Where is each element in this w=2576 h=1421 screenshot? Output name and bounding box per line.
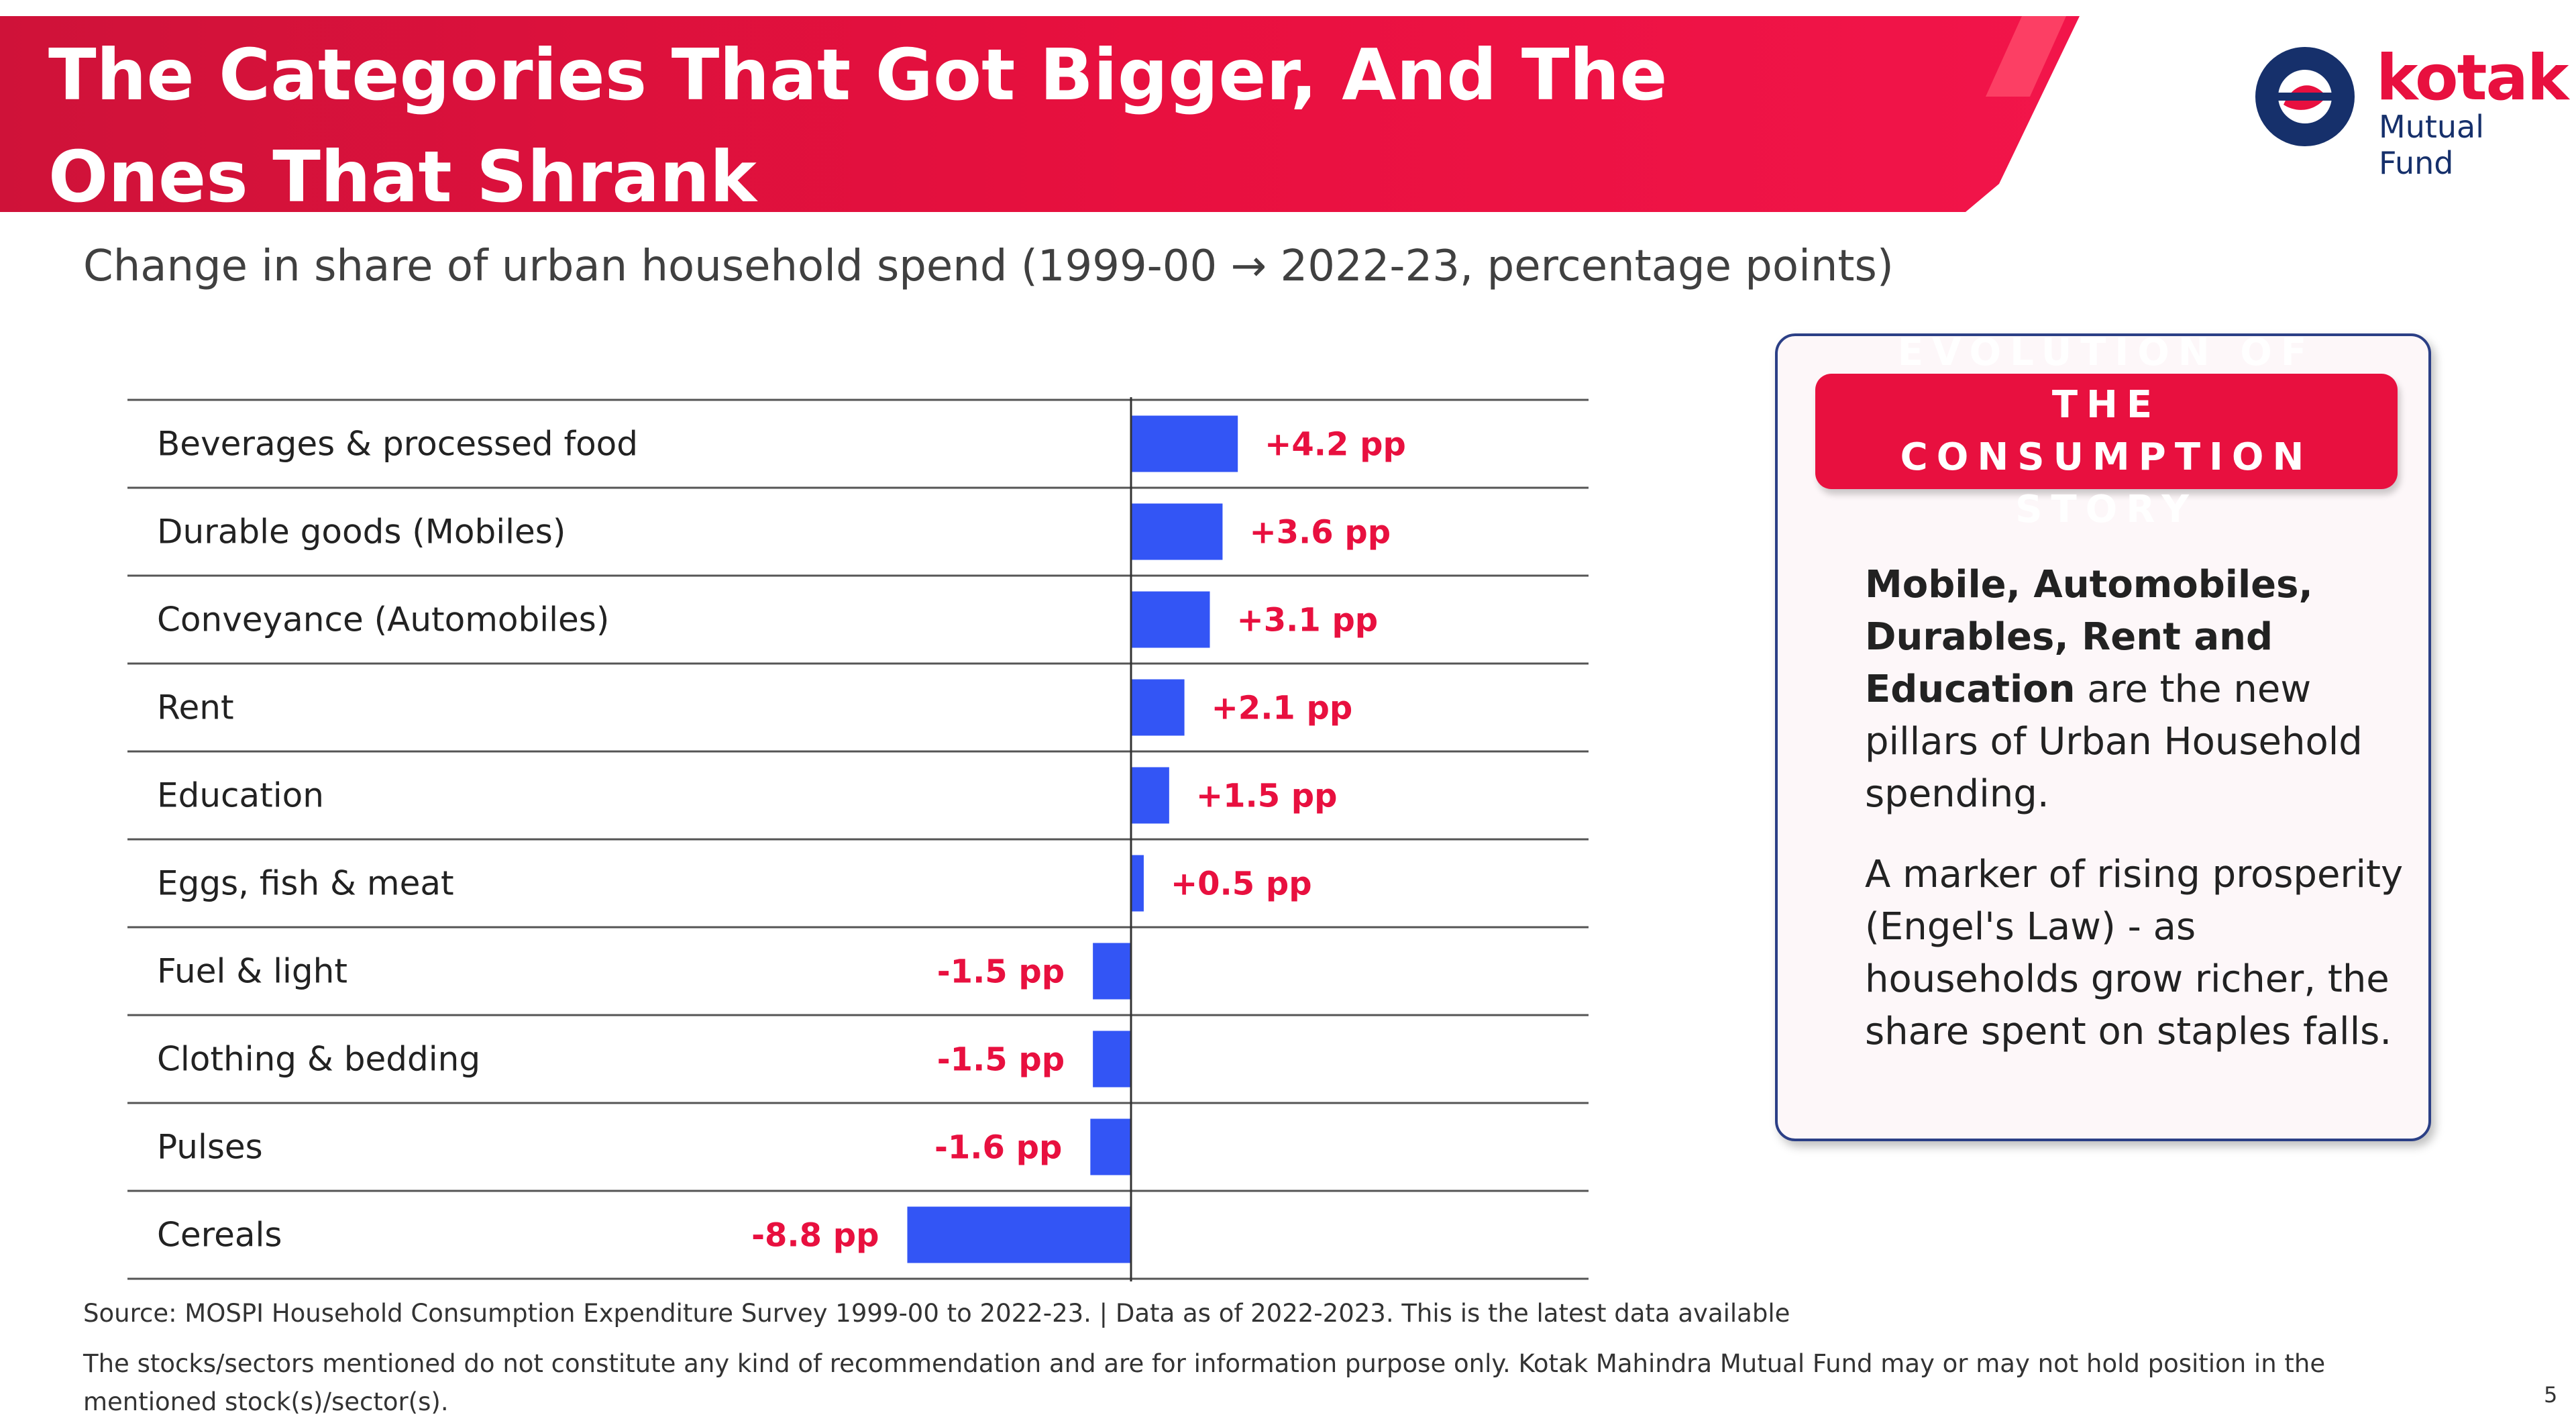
bar (907, 1206, 1131, 1263)
data-label: +1.5 pp (1196, 778, 1338, 815)
bar (1131, 415, 1238, 472)
kotak-logo-icon (2255, 47, 2355, 146)
data-label: +0.5 pp (1171, 865, 1312, 903)
category-label: Fuel & light (157, 952, 347, 991)
category-label: Durable goods (Mobiles) (157, 513, 566, 551)
category-label: Pulses (157, 1128, 263, 1167)
page-title: The Categories That Got Bigger, And The … (48, 34, 1668, 218)
data-label: -1.5 pp (937, 953, 1065, 991)
bar-chart: Beverages & processed food +4.2 pp Durable… (127, 397, 1589, 1281)
source-note: Source: MOSPI Household Consumption Expe… (83, 1299, 1790, 1328)
data-label: +4.2 pp (1265, 426, 1406, 464)
category-label: Clothing & bedding (157, 1040, 480, 1079)
data-label: -8.8 pp (751, 1217, 879, 1255)
bar (1090, 1118, 1131, 1175)
insight-card: EVOLUTION OF THE CONSUMPTION STORY Mobil… (1775, 331, 2431, 1141)
card-paragraph-1-bold: Mobile, Automobiles, Durables, Rent and … (1865, 563, 2313, 711)
card-heading-box: EVOLUTION OF THE CONSUMPTION STORY (1815, 331, 2398, 531)
category-label: Eggs, fish & meat (157, 864, 454, 903)
category-label: Education (157, 776, 324, 815)
card-heading: EVOLUTION OF THE CONSUMPTION STORY (1897, 331, 2316, 531)
data-label: +3.1 pp (1236, 602, 1378, 639)
title-banner (0, 16, 2080, 212)
data-label: +3.6 pp (1249, 514, 1391, 551)
bar (1131, 591, 1210, 648)
bar (1093, 943, 1131, 1000)
category-label: Rent (157, 688, 234, 727)
card-paragraph-2: A marker of rising prosperity (Engel's L… (1865, 853, 2404, 1053)
bar (1131, 855, 1144, 912)
disclaimer-note: The stocks/sectors mentioned do not cons… (83, 1349, 2326, 1416)
data-label: +2.1 pp (1212, 690, 1353, 727)
bar (1131, 503, 1223, 560)
bar (1131, 767, 1169, 824)
category-label: Conveyance (Automobiles) (157, 600, 609, 639)
kotak-logo: kotak Mutual Fund (2247, 40, 2569, 181)
category-label: Cereals (157, 1216, 282, 1255)
bar (1131, 679, 1185, 736)
data-label: -1.5 pp (937, 1041, 1065, 1079)
data-label: -1.6 pp (934, 1129, 1062, 1167)
card-paragraph-1: Mobile, Automobiles, Durables, Rent and … (1865, 559, 2415, 821)
category-label: Beverages & processed food (157, 425, 638, 464)
bar (1093, 1031, 1131, 1088)
page-number: 5 (2544, 1382, 2558, 1408)
card-paragraph-1-rest: are the new pillars of Urban Household s… (1865, 668, 2363, 816)
chart-subtitle: Change in share of urban household spend… (83, 242, 1894, 291)
brand-subtitle: Mutual Fund (2379, 109, 2485, 181)
brand-name: kotak (2376, 42, 2569, 115)
